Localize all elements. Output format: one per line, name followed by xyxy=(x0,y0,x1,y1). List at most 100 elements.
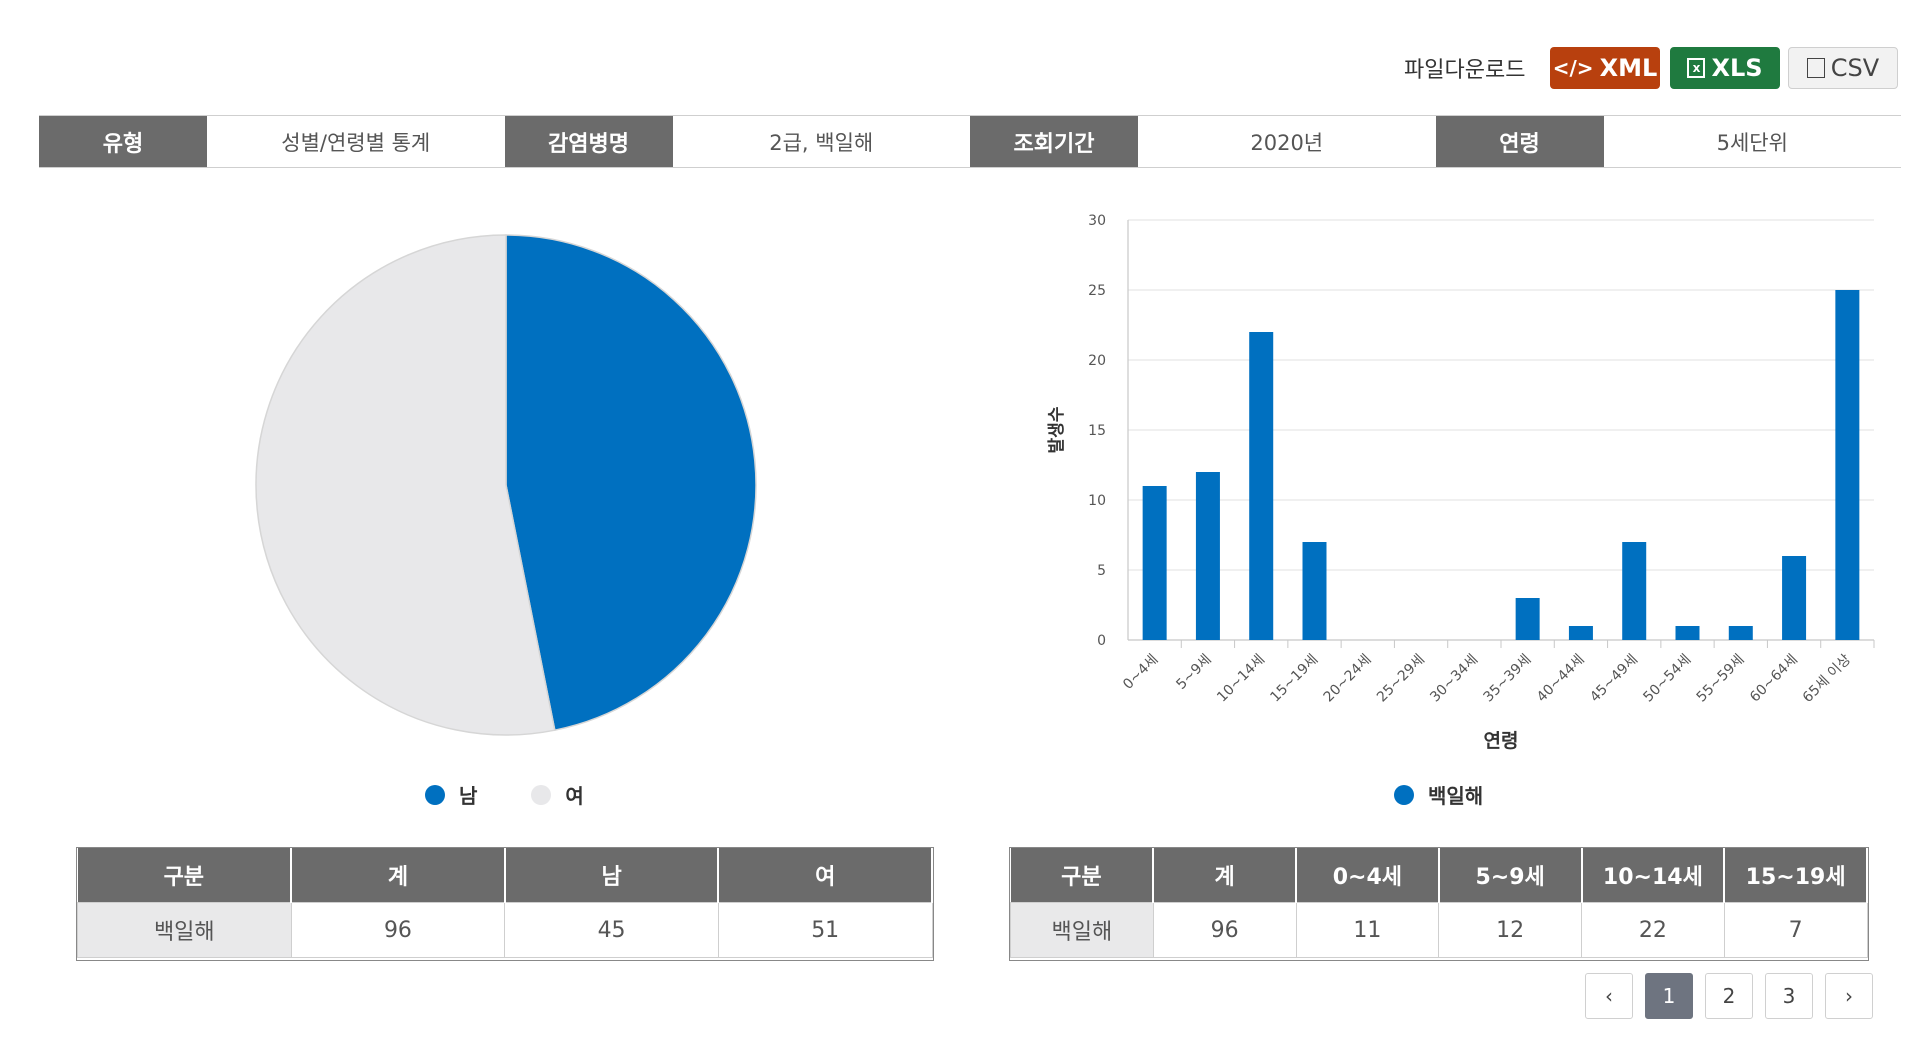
filter-age-value: 5세단위 xyxy=(1603,116,1901,167)
bar-legend: 백일해 xyxy=(1394,780,1483,809)
x-tick-label: 20~24세 xyxy=(1321,652,1375,706)
page-1-button[interactable]: 1 xyxy=(1645,973,1693,1019)
csv-label: CSV xyxy=(1830,54,1880,82)
table-cell: 12 xyxy=(1438,902,1582,958)
row-label: 백일해 xyxy=(77,902,292,958)
legend-series-label[interactable]: 백일해 xyxy=(1428,784,1484,808)
table-cell: 51 xyxy=(717,902,933,958)
xls-label: XLS xyxy=(1711,54,1763,82)
legend-female-marker xyxy=(531,784,552,805)
filter-age-label: 연령 xyxy=(1435,116,1604,167)
legend-female-label[interactable]: 여 xyxy=(565,784,584,808)
table-cell: 22 xyxy=(1581,902,1725,958)
x-tick-label: 0~4세 xyxy=(1120,652,1161,693)
bar[interactable] xyxy=(1142,486,1167,640)
x-tick-label: 50~54세 xyxy=(1640,652,1694,706)
col-header: 남 xyxy=(504,848,720,903)
legend-series-marker xyxy=(1394,784,1414,805)
x-axis-label: 연령 xyxy=(1484,730,1519,752)
bar[interactable] xyxy=(1568,626,1593,640)
download-xls-button[interactable]: x XLS xyxy=(1670,47,1780,89)
bar[interactable] xyxy=(1622,542,1647,640)
bar[interactable] xyxy=(1835,290,1860,640)
x-tick-label: 45~49세 xyxy=(1587,652,1641,706)
x-tick-label: 35~39세 xyxy=(1481,652,1535,706)
legend-male-marker xyxy=(425,784,445,805)
table-cell: 7 xyxy=(1723,902,1868,958)
x-tick-label: 10~14세 xyxy=(1214,652,1268,706)
y-tick-label: 10 xyxy=(1088,493,1106,509)
prev-page-button[interactable]: ‹ xyxy=(1585,973,1633,1019)
table-cell: 96 xyxy=(1152,902,1297,958)
table-header-row: 구분 계 0~4세 5~9세 10~14세 15~19세 xyxy=(1010,848,1868,903)
y-tick-label: 0 xyxy=(1097,633,1106,649)
x-tick-label: 5~9세 xyxy=(1173,652,1214,693)
xml-label: XML xyxy=(1599,54,1658,82)
code-icon: </> xyxy=(1552,56,1594,80)
bar[interactable] xyxy=(1249,332,1274,640)
pie-slice-male[interactable] xyxy=(505,234,757,732)
sex-table-frame xyxy=(76,847,934,961)
page-2-button[interactable]: 2 xyxy=(1705,973,1753,1019)
bar[interactable] xyxy=(1302,542,1327,640)
age-stats-table: 구분 계 0~4세 5~9세 10~14세 15~19세 백일해 96 11 1… xyxy=(1010,848,1868,958)
table-row: 백일해 96 45 51 xyxy=(77,902,933,958)
y-tick-label: 30 xyxy=(1088,213,1106,229)
bar[interactable] xyxy=(1515,598,1540,640)
x-tick-label: 65세 이상 xyxy=(1800,651,1854,705)
legend-male-label[interactable]: 남 xyxy=(459,784,478,808)
filter-type-label: 유형 xyxy=(39,116,207,167)
y-tick-label: 15 xyxy=(1088,423,1106,439)
x-tick-label: 25~29세 xyxy=(1374,652,1428,706)
bar[interactable] xyxy=(1782,556,1807,640)
x-tick-label: 40~44세 xyxy=(1534,652,1588,706)
y-axis-label: 발생수 xyxy=(1047,406,1067,453)
pagination: ‹ 1 2 3 › xyxy=(1585,973,1873,1019)
x-tick-label: 55~59세 xyxy=(1694,652,1748,706)
filter-period-value: 2020년 xyxy=(1138,116,1436,167)
excel-icon: x xyxy=(1687,58,1706,78)
pie-legend: 남 여 xyxy=(425,780,584,809)
filter-summary-bar: 유형 성별/연령별 통계 감염병명 2급, 백일해 조회기간 2020년 연령 … xyxy=(39,115,1901,168)
download-csv-button[interactable]: CSV xyxy=(1788,47,1898,89)
download-xml-button[interactable]: </> XML xyxy=(1550,47,1660,89)
col-header: 구분 xyxy=(1010,848,1155,903)
table-cell: 45 xyxy=(504,902,719,958)
table-cell: 11 xyxy=(1295,902,1440,958)
bar[interactable] xyxy=(1675,626,1700,640)
next-page-button[interactable]: › xyxy=(1825,973,1873,1019)
filter-period-label: 조회기간 xyxy=(970,116,1138,167)
filter-type-value: 성별/연령별 통계 xyxy=(207,116,505,167)
col-header: 여 xyxy=(718,848,933,903)
y-tick-label: 5 xyxy=(1097,563,1106,579)
filter-disease-label: 감염병명 xyxy=(504,116,673,167)
bar[interactable] xyxy=(1728,626,1753,640)
col-header: 0~4세 xyxy=(1296,848,1440,903)
table-row: 백일해 96 11 12 22 7 xyxy=(1010,902,1868,958)
col-header: 10~14세 xyxy=(1581,848,1726,903)
x-tick-label: 60~64세 xyxy=(1747,652,1801,706)
col-header: 5~9세 xyxy=(1438,848,1583,903)
x-tick-label: 30~34세 xyxy=(1427,652,1481,706)
age-table-frame xyxy=(1009,847,1869,961)
file-download-label: 파일다운로드 xyxy=(1404,58,1526,83)
bar-svg: 0 5 10 15 20 25 30 0~4세 5~9세 10~14세 15~19세 20~24세 25… xyxy=(1047,213,1875,752)
bar[interactable] xyxy=(1195,472,1220,640)
col-header: 15~19세 xyxy=(1724,848,1868,903)
file-icon xyxy=(1806,58,1825,78)
col-header: 계 xyxy=(291,848,506,903)
pie-slice-female[interactable] xyxy=(255,234,556,736)
table-cell: 96 xyxy=(290,902,506,958)
col-header: 계 xyxy=(1153,848,1297,903)
table-header-row: 구분 계 남 여 xyxy=(77,848,933,903)
x-tick-label: 15~19세 xyxy=(1267,652,1321,706)
page-3-button[interactable]: 3 xyxy=(1765,973,1813,1019)
filter-disease-value: 2급, 백일해 xyxy=(672,116,970,167)
y-tick-label: 25 xyxy=(1088,283,1106,299)
y-tick-label: 20 xyxy=(1088,353,1106,369)
age-bar-chart: 0 5 10 15 20 25 30 0~4세 5~9세 10~14세 15~19세 20~24세 25… xyxy=(1030,200,1910,760)
pie-svg xyxy=(255,234,757,736)
col-header: 구분 xyxy=(77,848,293,903)
sex-stats-table: 구분 계 남 여 백일해 96 45 51 xyxy=(77,848,933,958)
sex-pie-chart xyxy=(228,232,784,738)
